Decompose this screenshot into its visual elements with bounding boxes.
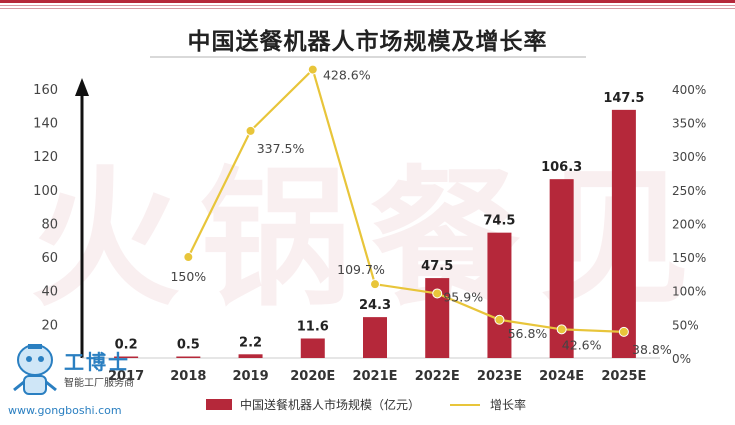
bar-value-label: 47.5 xyxy=(421,259,453,274)
bar-2019 xyxy=(238,354,263,358)
brand-logo: 工博士 智能工厂服务商 www.gongboshi.com xyxy=(6,340,156,420)
bar-value-label: 2.2 xyxy=(239,335,262,350)
bar-value-label: 106.3 xyxy=(541,160,582,175)
growth-point-2023E xyxy=(494,314,505,325)
y-right-tick-label: 150% xyxy=(672,251,706,265)
growth-value-label: 150% xyxy=(170,269,206,284)
growth-point-2025E xyxy=(618,326,629,337)
robot-mascot-icon xyxy=(13,344,57,395)
y-right-tick-label: 400% xyxy=(672,83,706,97)
title-underline xyxy=(150,56,586,58)
growth-rate-line xyxy=(187,67,624,333)
bar-2017 xyxy=(114,356,139,358)
legend-line-label: 增长率 xyxy=(490,398,527,412)
growth-value-label: 428.6% xyxy=(323,68,371,83)
x-tick-label: 2020E xyxy=(290,369,335,384)
bar-value-label: 24.3 xyxy=(359,298,391,313)
y-left-tick-label: 40 xyxy=(41,285,58,300)
bar-2025E xyxy=(611,109,636,359)
growth-point-2019 xyxy=(245,125,256,136)
y-left-tick-label: 100 xyxy=(33,184,58,199)
y-left-tick-label: 140 xyxy=(33,116,58,131)
legend-line-swatch xyxy=(450,404,480,406)
y-right-tick-label: 50% xyxy=(672,318,699,332)
bar-value-label: 0.2 xyxy=(115,338,138,353)
logo-subtitle: 智能工厂服务商 xyxy=(64,378,134,389)
x-tick-label: 2023E xyxy=(477,369,522,384)
growth-point-2022E xyxy=(432,288,443,299)
legend-bar-label: 中国送餐机器人市场规模（亿元） xyxy=(240,398,421,412)
y-right-tick-label: 300% xyxy=(672,150,706,164)
logo-name: 工博士 xyxy=(64,350,130,374)
y-right-tick-label: 200% xyxy=(672,217,706,231)
growth-point-2024E xyxy=(556,324,567,335)
growth-value-label: 38.8% xyxy=(632,342,672,357)
watermark-char: 火 xyxy=(30,153,181,327)
y-left-tick-label: 120 xyxy=(33,150,58,165)
growth-point-2020E xyxy=(307,64,318,75)
y-right-tick-label: 0% xyxy=(672,352,691,366)
x-tick-label: 2025E xyxy=(601,369,646,384)
y-right-tick-label: 350% xyxy=(672,116,706,130)
growth-point-2018 xyxy=(183,252,194,263)
legend-bar-swatch xyxy=(206,399,232,410)
y-right-tick-label: 100% xyxy=(672,285,706,299)
y-left-tick-label: 80 xyxy=(41,217,58,232)
bar-value-label: 74.5 xyxy=(483,214,515,229)
bar-value-label: 0.5 xyxy=(177,338,200,353)
bar-2020E xyxy=(300,338,325,358)
x-tick-label: 2019 xyxy=(232,369,268,384)
growth-value-label: 56.8% xyxy=(508,326,548,341)
y-left-tick-label: 60 xyxy=(41,251,58,266)
y-right-tick-label: 250% xyxy=(672,184,706,198)
x-tick-label: 2021E xyxy=(352,369,397,384)
bar-value-label: 11.6 xyxy=(297,319,329,334)
growth-point-2021E xyxy=(370,279,380,290)
bar-2023E xyxy=(487,232,512,358)
growth-value-label: 42.6% xyxy=(562,337,602,352)
logo-url: www.gongboshi.com xyxy=(8,404,122,417)
x-tick-label: 2024E xyxy=(539,369,584,384)
bar-value-label: 147.5 xyxy=(603,91,644,106)
y-left-tick-label: 20 xyxy=(41,318,58,333)
chart-title: 中国送餐机器人市场规模及增长率 xyxy=(187,29,548,55)
growth-value-label: 109.7% xyxy=(337,262,385,277)
x-tick-label: 2018 xyxy=(170,369,206,384)
growth-value-label: 95.9% xyxy=(443,289,483,304)
bar-2018 xyxy=(176,356,201,358)
top-decorative-stripes xyxy=(0,0,735,9)
y-axis-left-arrowhead xyxy=(75,78,89,96)
x-tick-label: 2017 xyxy=(108,369,144,384)
y-left-tick-label: 160 xyxy=(33,83,58,98)
bar-2021E xyxy=(363,317,387,358)
growth-value-label: 337.5% xyxy=(257,141,305,156)
x-tick-label: 2022E xyxy=(415,369,460,384)
